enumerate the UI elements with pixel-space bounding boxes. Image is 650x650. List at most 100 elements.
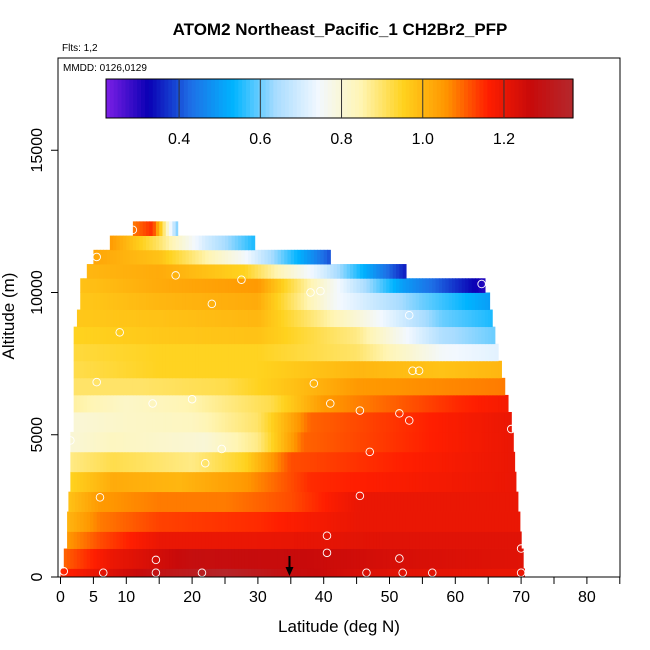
heat-cell [188, 278, 193, 293]
heat-cell [195, 249, 200, 265]
heat-cell [445, 568, 450, 578]
heat-cell [323, 343, 328, 362]
heat-cell [165, 278, 170, 293]
heat-cell [376, 531, 381, 549]
heat-cell [83, 309, 88, 328]
heat-cell [468, 568, 473, 578]
heat-cell [90, 278, 94, 293]
heat-cell [353, 431, 358, 453]
colorbar-segment [378, 79, 383, 118]
heat-cell [481, 531, 486, 549]
heat-cell [488, 360, 493, 379]
heat-cell [201, 360, 206, 379]
heat-cell [198, 394, 203, 413]
heat-cell [363, 394, 368, 413]
heat-cell [90, 360, 94, 379]
heat-cell [481, 360, 486, 379]
colorbar-segment [545, 79, 551, 118]
heat-cell [201, 235, 206, 251]
heat-cell [320, 548, 325, 569]
heat-cell [389, 292, 394, 310]
heat-cell [139, 431, 144, 453]
heat-cell [119, 394, 124, 413]
heat-cell [271, 292, 275, 310]
heat-cell [244, 360, 249, 379]
heat-cell [471, 431, 476, 453]
heat-cell [225, 309, 229, 328]
heat-cell [272, 491, 277, 512]
heat-cell [165, 360, 170, 379]
heat-cell [484, 411, 489, 433]
heat-cell [113, 309, 118, 328]
heat-cell [178, 377, 183, 396]
heat-cell [83, 292, 88, 310]
heat-cell [353, 394, 358, 413]
heat-cell [238, 235, 243, 251]
heat-cell [264, 377, 269, 396]
heat-cell [504, 471, 509, 493]
heat-cell [458, 394, 463, 413]
heat-cell [310, 309, 315, 328]
colorbar-segment [444, 79, 450, 118]
heat-cell [326, 471, 331, 493]
heat-cell [70, 471, 75, 493]
heat-cell [73, 326, 78, 345]
heat-cell [475, 309, 479, 328]
heat-cell [290, 548, 295, 569]
heat-cell [271, 431, 275, 453]
heat-cell [76, 568, 81, 578]
heat-cell [415, 360, 420, 379]
heat-cell [136, 343, 141, 362]
heat-cell [274, 292, 279, 310]
heat-cell [428, 431, 433, 453]
heat-cell [165, 411, 170, 433]
heat-cell [405, 377, 410, 396]
heat-cell [280, 471, 285, 493]
heat-cell [336, 360, 341, 379]
heat-cell [136, 249, 141, 265]
heat-cell [307, 292, 312, 310]
heat-cell [169, 471, 173, 493]
heat-cell [162, 249, 167, 265]
heat-cell [325, 491, 329, 512]
heat-cell [159, 278, 164, 293]
heat-cell [399, 411, 404, 433]
heat-cell [198, 471, 203, 493]
colorbar-segment [409, 79, 415, 118]
colorbar-segment [518, 79, 524, 118]
heat-cell [422, 531, 427, 549]
heat-cell [419, 377, 423, 396]
heat-cell [373, 451, 377, 473]
heat-cell [155, 292, 160, 310]
heat-cell [106, 278, 111, 293]
heat-cell [83, 326, 88, 345]
sample-point [395, 554, 404, 563]
colorbar-segment [312, 79, 317, 118]
heat-cell [491, 326, 496, 345]
heat-cell [505, 491, 510, 512]
heat-cell [448, 568, 453, 578]
heat-cell [70, 451, 75, 473]
colorbar-segment [464, 79, 469, 118]
heat-cell [165, 548, 170, 569]
heat-cell [280, 326, 285, 345]
heat-cell [205, 548, 210, 569]
heat-cell [501, 548, 506, 569]
heat-cell [392, 411, 397, 433]
heat-cell [129, 264, 134, 279]
heat-cell [280, 292, 285, 310]
heat-cell [461, 451, 466, 473]
heat-cell [399, 343, 404, 362]
heat-cell [211, 511, 216, 532]
heat-cell [257, 431, 262, 453]
heat-cell [146, 292, 150, 310]
heat-cell [338, 491, 343, 512]
heat-cell [208, 343, 213, 362]
heat-cell [425, 309, 430, 328]
heat-cell [238, 431, 243, 453]
heat-cell [415, 411, 420, 433]
heat-cell [126, 511, 131, 532]
heat-cell [330, 411, 335, 433]
heat-cell [366, 309, 371, 328]
